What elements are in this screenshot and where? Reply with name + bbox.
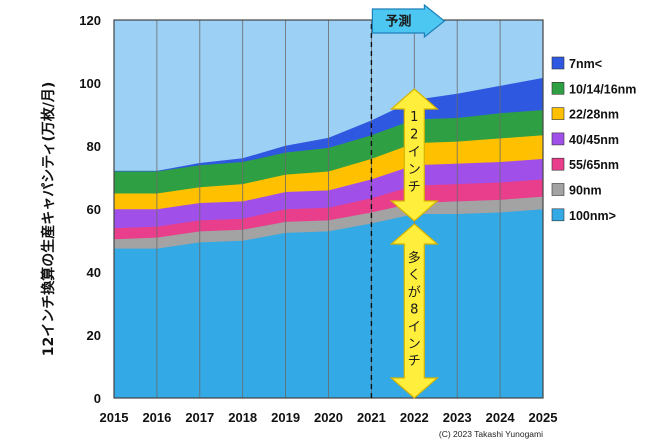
- x-tick-label-6: 2021: [357, 410, 386, 425]
- legend-swatch-2: [551, 157, 565, 171]
- arrow-lower-label: 多くが 8 インチ: [408, 250, 421, 369]
- legend-swatch-5: [551, 82, 565, 95]
- forecast-arrow-box: [371, 3, 446, 39]
- x-tick-label-0: 2015: [100, 410, 129, 425]
- legend-label-4: 22/28nm: [569, 108, 619, 122]
- plot-frame: [113, 19, 544, 399]
- x-tick-label-4: 2019: [271, 410, 300, 425]
- y-tick-label-0: 0: [94, 391, 101, 406]
- legend-label-0: 100nm>: [569, 209, 616, 223]
- x-tick-label-8: 2023: [443, 410, 472, 425]
- x-tick-label-9: 2024: [486, 410, 516, 425]
- legend-swatch-3: [551, 132, 565, 146]
- x-tick-label-7: 2022: [400, 410, 429, 425]
- legend-swatch-4: [551, 107, 565, 120]
- legend-swatch-0: [551, 208, 565, 222]
- x-tick-label-2: 2017: [185, 410, 214, 425]
- legend-label-3: 40/45nm: [569, 133, 619, 147]
- y-tick-label-2: 40: [87, 265, 101, 280]
- legend-swatch-1: [551, 183, 565, 196]
- y-tick-label-6: 120: [79, 13, 101, 28]
- legend-label-1: 90nm: [569, 184, 602, 198]
- x-tick-label-3: 2018: [228, 410, 257, 425]
- y-axis-label: 12インチ換算の生産キャパシティ(万枚/月): [40, 82, 57, 357]
- forecast-label: 予測: [385, 14, 411, 30]
- y-tick-label-3: 60: [87, 202, 101, 217]
- y-tick-label-5: 100: [79, 76, 101, 91]
- legend-label-6: 7nm<: [569, 57, 602, 71]
- copyright-text: (C) 2023 Takashi Yunogami: [439, 429, 543, 439]
- double-arrow-upper: [389, 88, 439, 222]
- arrow-upper-label: 1 2 インチ: [408, 110, 421, 195]
- legend-label-5: 10/14/16nm: [569, 82, 636, 96]
- double-arrow-lower: [389, 223, 439, 399]
- x-tick-label-5: 2020: [314, 410, 343, 425]
- y-tick-label-4: 80: [87, 139, 101, 154]
- legend-swatch-6: [551, 56, 565, 70]
- legend-label-2: 55/65nm: [569, 158, 619, 172]
- y-tick-label-1: 20: [87, 328, 101, 343]
- x-tick-label-10: 2025: [529, 410, 558, 425]
- x-tick-label-1: 2016: [142, 410, 171, 425]
